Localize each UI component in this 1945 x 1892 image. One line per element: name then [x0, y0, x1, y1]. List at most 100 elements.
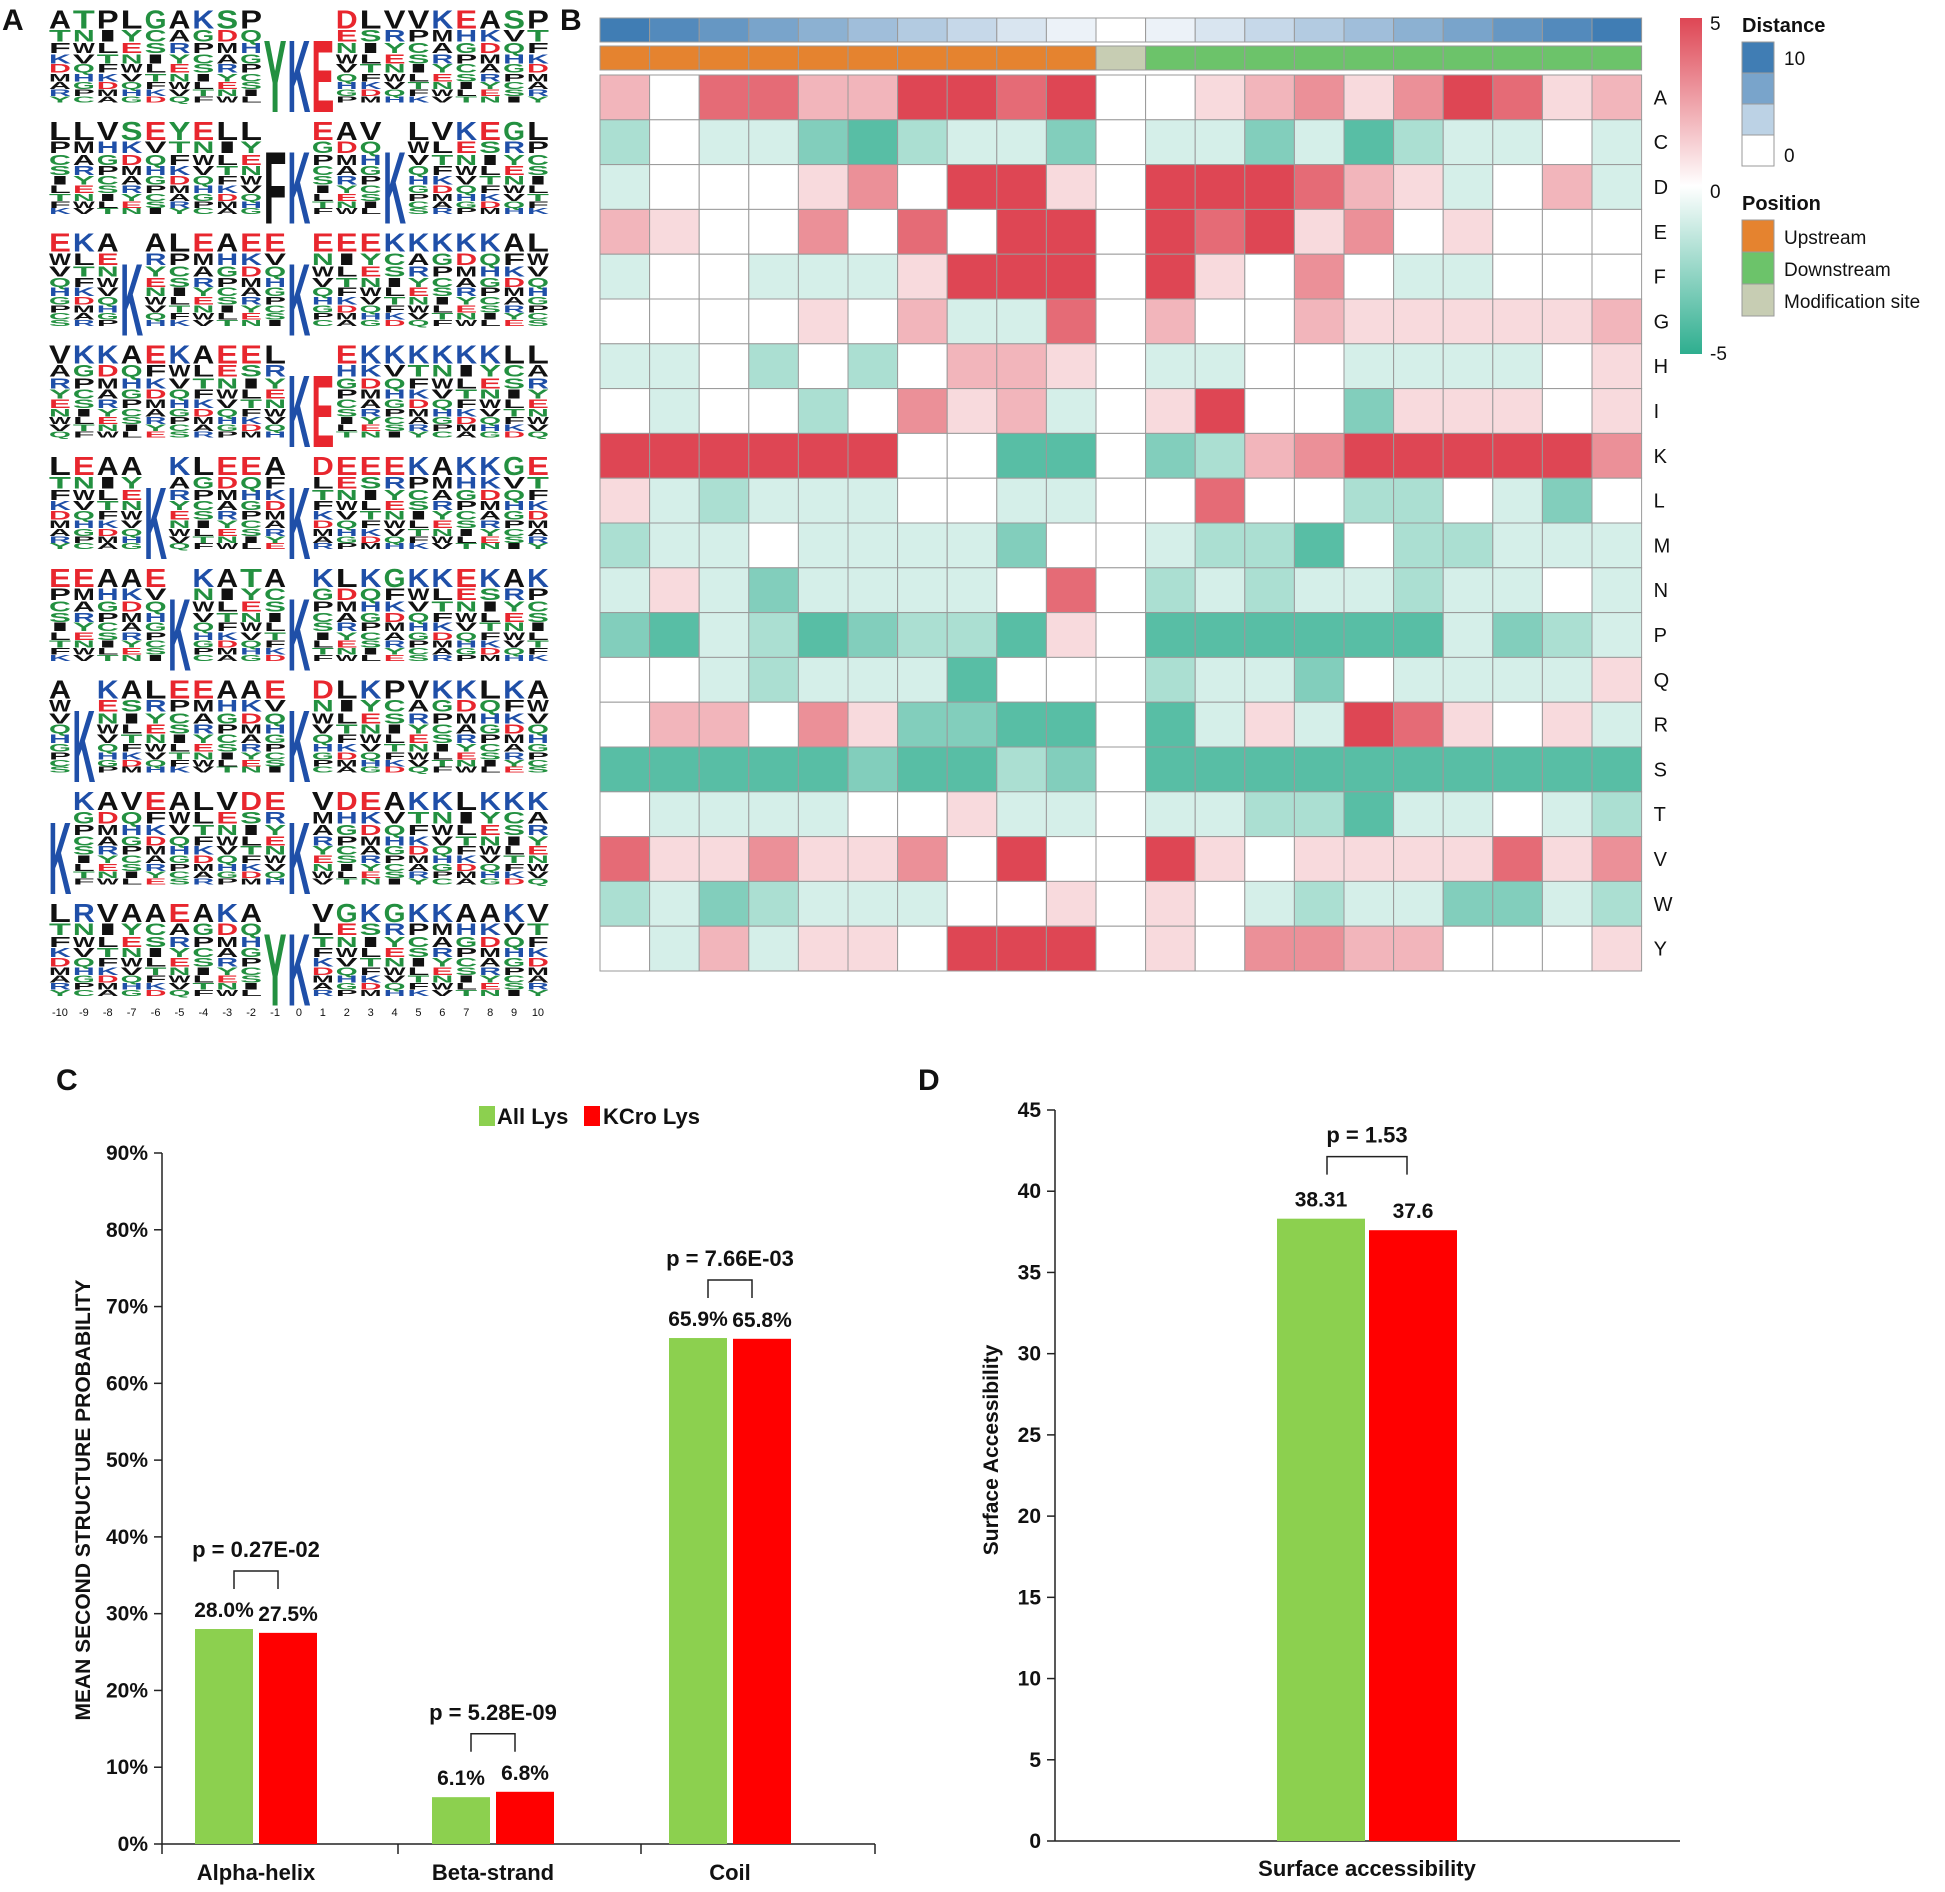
logo-letter: V [97, 285, 119, 299]
logo-letter: V [431, 386, 454, 401]
bar-all-lys [669, 1338, 727, 1844]
logo-letter: F [192, 386, 214, 401]
logo-letter: N [455, 152, 477, 169]
heatmap-cell [1145, 477, 1196, 524]
logo-letter: A [503, 228, 525, 258]
logo-letter: G [192, 473, 214, 492]
heatmap-cell [1145, 74, 1196, 121]
logo-letter: S [455, 72, 477, 84]
logo-letter: L [97, 487, 119, 504]
legend-swatch-all-lys [479, 1106, 495, 1126]
logo-letter: E [264, 542, 289, 551]
logo-letter: F [312, 945, 334, 960]
logo-letter: V [527, 870, 549, 880]
logo-letter: Q [360, 138, 382, 157]
logo-letter: P [408, 27, 430, 46]
logo-letter: K [360, 339, 382, 369]
logo-letter: E [169, 898, 191, 928]
logo-letter: V [240, 631, 264, 643]
logo-letter: N [384, 62, 406, 76]
logo-letter: L [240, 386, 262, 401]
logo-letter: G [192, 640, 215, 651]
logo-letter: I [312, 631, 334, 643]
logo-letter: Q [49, 275, 71, 290]
logo-letter: Y [192, 732, 214, 746]
heatmap-cell [1095, 74, 1147, 121]
logo-letter: E [216, 81, 239, 92]
heatmap-cell [1442, 746, 1494, 793]
heatmap-cell [1393, 74, 1444, 121]
logo-letter: F [503, 697, 525, 716]
heatmap-cell [649, 925, 700, 972]
logo-letter: H [73, 519, 95, 531]
y-tick-label: 90% [106, 1142, 148, 1165]
heatmap-row-label: F [1654, 267, 1666, 289]
logo-letter: P [121, 397, 143, 411]
heatmap-cell [1393, 432, 1444, 479]
logo-letter: W [431, 535, 454, 545]
heatmap-cell [1244, 791, 1295, 838]
heatmap-cell [797, 522, 849, 569]
logo-letter: P [336, 989, 361, 998]
logo-letter: L [97, 200, 121, 210]
logo-letter: E [145, 275, 168, 290]
logo-letter: Y [431, 509, 453, 523]
distance-annotation-cell [797, 17, 849, 43]
logo-letter: Q [384, 822, 407, 839]
logo-letter: L [455, 822, 477, 839]
logo-letter: D [336, 305, 358, 316]
y-tick-label: 30 [1018, 1343, 1041, 1366]
logo-letter: I [216, 585, 238, 604]
heatmap-cell [1343, 432, 1395, 479]
heatmap-cell [1095, 119, 1147, 166]
heatmap-cell [996, 836, 1047, 882]
logo-letter: A [527, 362, 549, 381]
logo-letter: H [384, 833, 406, 848]
logo-letter: Q [479, 863, 502, 874]
heatmap-row-label: K [1654, 446, 1668, 468]
logo-letter: G [264, 732, 286, 746]
heatmap-cell [1244, 298, 1295, 345]
logo-letter: R [216, 509, 239, 523]
logo-letter: F [169, 312, 193, 322]
logo-letter: I [169, 285, 191, 299]
y-tick-label: 45 [1018, 1099, 1042, 1122]
logo-letter: N [360, 430, 383, 439]
heatmap-cell [649, 119, 700, 166]
heatmap-row-label: P [1654, 625, 1667, 647]
logo-letter: A [408, 697, 430, 716]
heatmap-cell [797, 388, 849, 434]
logo-letter: K [455, 228, 477, 258]
logo-letter: D [360, 535, 384, 545]
legend-label-kcro-lys: KCro Lys [603, 1104, 700, 1129]
heatmap-cell [1591, 298, 1643, 345]
logo-letter: F [431, 610, 453, 625]
logo-letter: E [360, 451, 382, 481]
logo-letter: E [527, 844, 549, 858]
logo-letter: C [121, 407, 143, 419]
logo-letter: F [240, 407, 263, 419]
heatmap-cell [847, 343, 899, 390]
heatmap-cell [847, 746, 899, 793]
logo-big-letter: K [288, 912, 311, 1027]
logo-letter: L [216, 758, 240, 768]
logo-letter: S [121, 697, 143, 716]
logo-letter: S [479, 138, 501, 157]
logo-letter: H [479, 423, 501, 433]
heatmap-cell [1393, 612, 1444, 658]
logo-letter: W [97, 430, 120, 439]
logo-letter: F [527, 487, 549, 504]
logo-letter: K [503, 710, 525, 727]
x-category-label: Beta-strand [432, 1860, 554, 1885]
bar-all-lys [432, 1797, 490, 1844]
logo-letter: L [240, 95, 262, 104]
logo-letter: W [240, 173, 263, 187]
logo-letter: D [360, 982, 384, 992]
color-scale-bar [1680, 18, 1702, 354]
logo-letter: D [384, 610, 406, 625]
logo-letter: E [336, 473, 358, 492]
logo-letter: K [73, 228, 95, 258]
logo-letter: W [97, 275, 120, 290]
distance-annotation-cell [847, 17, 899, 43]
logo-letter: P [216, 430, 241, 439]
